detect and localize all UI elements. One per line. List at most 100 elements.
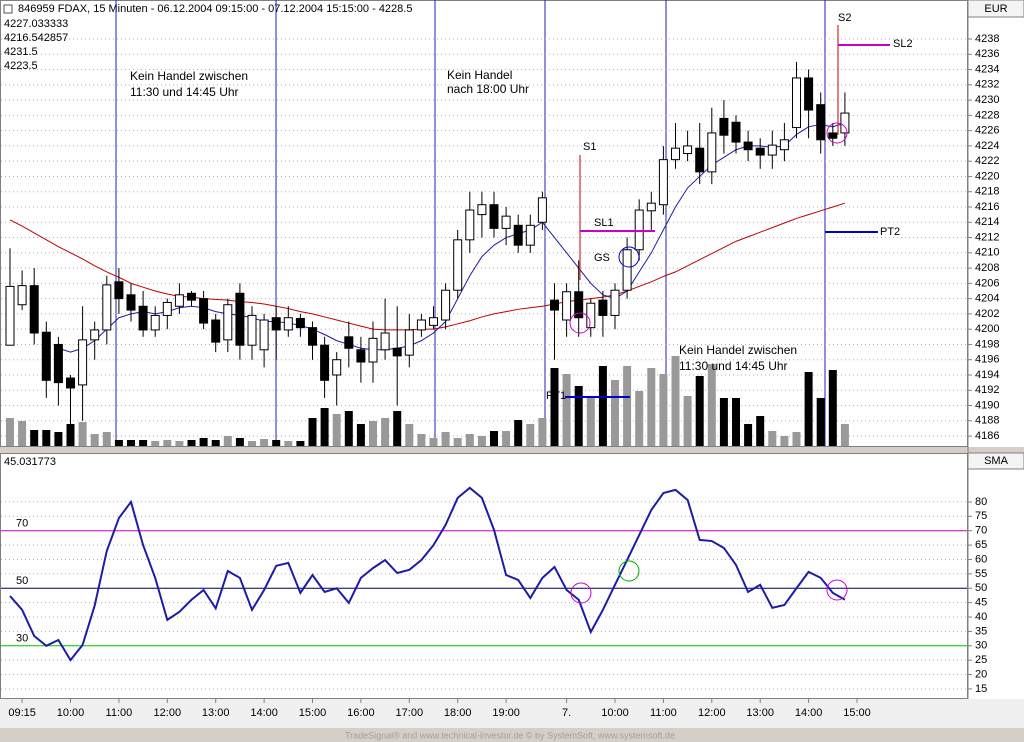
candle-body [622, 249, 632, 291]
volume-bar [647, 368, 656, 446]
candle-body [755, 147, 765, 156]
y-tick-label: 4196 [975, 354, 999, 366]
volume-bar [344, 411, 353, 446]
volume-bar [248, 441, 256, 446]
volume-bar [284, 441, 293, 446]
volume-bar [30, 430, 39, 446]
y-tick-label: 4226 [975, 125, 999, 137]
candle-body [828, 132, 838, 139]
x-tick-label: 7. [562, 707, 571, 719]
volume-bar [598, 366, 607, 446]
y-tick-label: 65 [975, 539, 987, 551]
candle-body [295, 317, 305, 329]
annotation: Kein Handel zwischen [130, 69, 248, 83]
y-tick-label: 60 [975, 553, 987, 565]
volume-bar [840, 424, 849, 446]
candle-body [683, 145, 693, 155]
candle-body [525, 224, 535, 246]
annotation: S2 [838, 12, 851, 24]
volume-bar [417, 434, 426, 446]
volume-bar [780, 436, 789, 446]
y-tick-label: 75 [975, 510, 987, 522]
volume-bar [163, 440, 172, 446]
x-tick-label: 17:00 [396, 707, 424, 719]
candle-body [199, 298, 209, 324]
y-tick-label: 4202 [975, 308, 999, 320]
legend-value: 4231.5 [4, 46, 38, 58]
candle-body [344, 336, 354, 349]
candle-body [598, 299, 608, 316]
volume-bar [139, 440, 148, 446]
annotation: PT1 [546, 390, 566, 402]
checkbox-icon [3, 4, 13, 14]
y-tick-label: 4186 [975, 430, 999, 442]
candle-body [453, 239, 463, 291]
volume-bar [816, 398, 825, 446]
volume-bar [490, 431, 498, 446]
candle-body [489, 204, 499, 229]
axis-label-box [967, 0, 1024, 18]
volume-bar [54, 432, 63, 446]
candle-body [392, 347, 402, 357]
x-tick-label: 14:00 [795, 707, 823, 719]
y-axis-label: SMA [984, 455, 1009, 467]
candle-body [78, 339, 88, 386]
volume-bar [235, 438, 244, 446]
volume-bar [719, 398, 728, 446]
volume-bar [356, 424, 365, 446]
candle-body [90, 329, 100, 341]
volume-bar [429, 438, 438, 446]
x-tick-label: 19:00 [492, 707, 520, 719]
volume-bar [296, 441, 305, 446]
volume-bar [477, 436, 486, 446]
plot-area: 4186 4188 4190 4192 4194 4196 4198 4200 4202 4204… [1, 18, 999, 719]
volume-bar [768, 431, 777, 446]
volume-bar [175, 441, 184, 446]
y-tick-label: 4206 [975, 277, 999, 289]
volume-bar [538, 418, 547, 446]
volume-bar [42, 430, 51, 446]
volume-bar [199, 438, 208, 446]
volume-bar [514, 420, 523, 446]
y-tick-label: 50 [975, 582, 987, 594]
candle-body [537, 197, 547, 223]
volume-bar [574, 386, 583, 446]
y-tick-label: 20 [975, 668, 987, 680]
y-tick-label: 35 [975, 625, 987, 637]
marker-circle [618, 246, 640, 268]
volume-bar [369, 421, 377, 446]
candle-body [707, 132, 717, 173]
candle-body [41, 331, 51, 381]
annotation: PT2 [880, 226, 900, 238]
volume-bar [756, 416, 765, 446]
volume-bar [18, 421, 27, 446]
x-tick-label: 11:00 [650, 707, 677, 719]
volume-bar [611, 380, 619, 446]
volume-bar [211, 440, 220, 446]
candle-body [416, 319, 426, 331]
y-tick-label: 4236 [975, 48, 999, 60]
candle-body [404, 329, 414, 356]
x-tick-label: 18:00 [444, 707, 472, 719]
candle-body [211, 319, 221, 343]
annotation: GS [594, 252, 610, 264]
volume-bar [393, 411, 402, 446]
annotation: 11:30 und 14:45 Uhr [130, 85, 239, 99]
volume-bar [453, 438, 462, 446]
candle-body [840, 112, 850, 134]
candle-body [477, 204, 487, 216]
marker-circle [570, 582, 592, 604]
candle-body [513, 224, 523, 246]
y-axis-label: EUR [984, 3, 1007, 15]
reference-label: 30 [16, 633, 28, 645]
indicator-line [9, 486, 846, 662]
y-tick-label: 4200 [975, 323, 999, 335]
marker-circle [826, 122, 848, 144]
candle-body [610, 289, 620, 316]
axis-label-box [967, 452, 1024, 470]
y-tick-label: 45 [975, 597, 987, 609]
panel-separator [0, 447, 1024, 453]
x-tick-label: 13:00 [202, 707, 230, 719]
